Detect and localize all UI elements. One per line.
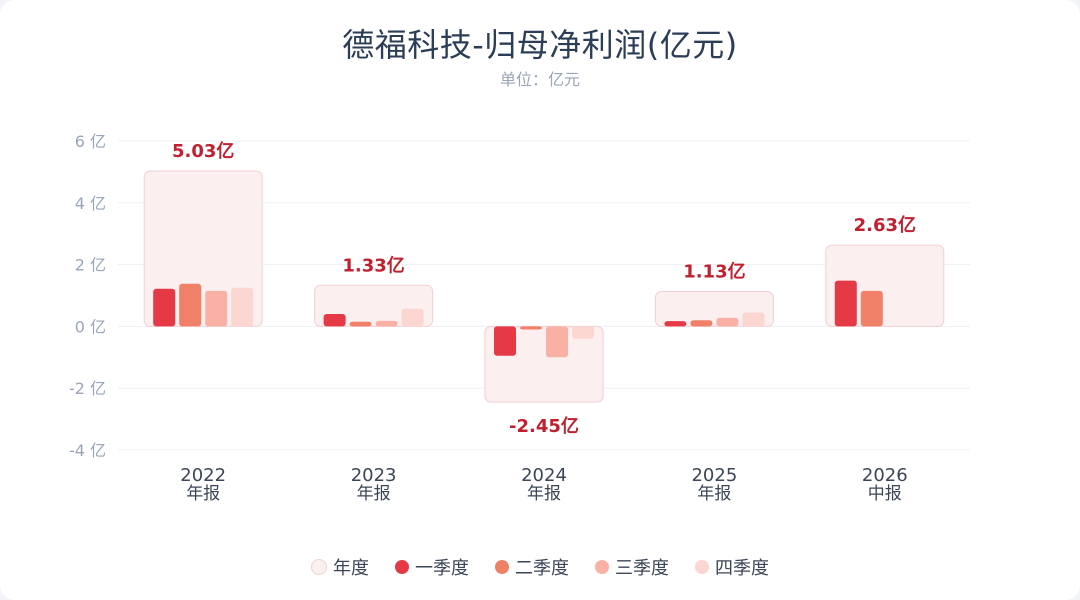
legend-item-q2[interactable]: 二季度	[495, 554, 569, 580]
legend-item-annual[interactable]: 年度	[311, 554, 369, 580]
q2-bar	[860, 290, 883, 327]
data-label: 1.13亿	[683, 260, 745, 282]
x-tick-period: 年报	[527, 484, 561, 504]
x-tick-period: 年报	[697, 484, 731, 504]
y-tick-label: 2 亿	[75, 256, 106, 275]
x-tick-year: 2025	[691, 465, 737, 486]
q1-bar	[323, 314, 346, 327]
q2-bar	[520, 326, 542, 330]
x-tick-period: 年报	[186, 484, 220, 504]
q3-bar	[375, 320, 398, 327]
chart-title: 德福科技-归母净利润(亿元)	[342, 26, 738, 64]
y-tick-label: 0 亿	[75, 317, 106, 336]
legend-swatch	[595, 560, 609, 574]
x-tick-year: 2024	[521, 465, 567, 486]
y-tick-label: 6 亿	[75, 132, 106, 151]
q4-bar	[742, 312, 765, 327]
legend-swatch	[311, 559, 327, 575]
q1-bar	[153, 288, 176, 327]
q4-bar	[401, 308, 424, 327]
legend-swatch	[395, 560, 409, 574]
legend-item-q4[interactable]: 四季度	[695, 554, 769, 580]
q2-bar	[349, 321, 372, 327]
legend-label: 二季度	[515, 558, 569, 579]
legend-label: 三季度	[615, 558, 669, 579]
q1-bar	[834, 280, 857, 327]
x-tick-year: 2022	[180, 465, 226, 486]
legend: 年度 一季度 二季度 三季度 四季度	[0, 554, 1080, 580]
q3-bar	[716, 317, 739, 327]
q4-bar	[572, 326, 594, 339]
legend-item-q3[interactable]: 三季度	[595, 554, 669, 580]
data-label: 5.03亿	[172, 140, 234, 162]
q2-bar	[179, 283, 202, 327]
y-tick-label: -4 亿	[69, 441, 106, 460]
data-label: 2.63亿	[854, 214, 916, 236]
x-tick-year: 2023	[351, 465, 397, 486]
legend-swatch	[695, 560, 709, 574]
y-tick-label: -2 亿	[69, 379, 106, 398]
q3-bar	[546, 326, 568, 358]
legend-item-q1[interactable]: 一季度	[395, 554, 469, 580]
data-label: -2.45亿	[509, 415, 579, 437]
legend-label: 一季度	[415, 558, 469, 579]
x-tick-period: 年报	[357, 484, 391, 504]
y-tick-label: 4 亿	[75, 194, 106, 213]
x-tick-period: 中报	[868, 484, 902, 504]
q1-bar	[494, 326, 516, 356]
q1-bar	[664, 321, 687, 327]
annual-bar	[143, 170, 263, 327]
legend-swatch	[495, 560, 509, 574]
chart-subtitle: 单位：亿元	[499, 70, 580, 89]
legend-label: 年度	[333, 558, 369, 579]
q2-bar	[690, 320, 713, 327]
x-tick-year: 2026	[862, 465, 908, 486]
q3-bar	[205, 290, 228, 327]
data-label: 1.33亿	[342, 254, 404, 276]
legend-label: 四季度	[715, 558, 769, 579]
q4-bar	[231, 287, 254, 327]
